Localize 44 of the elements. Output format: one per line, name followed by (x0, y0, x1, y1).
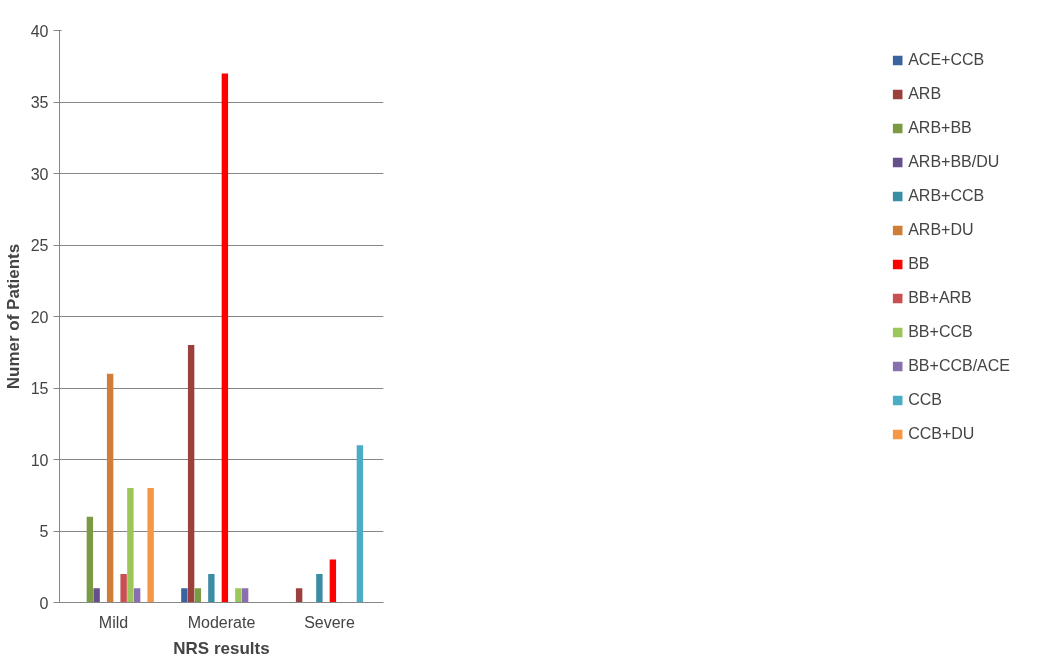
legend-label: BB+CCB (908, 322, 973, 342)
legend-label: ARB+DU (908, 220, 974, 240)
legend-label: ARB+BB/DU (908, 152, 1000, 172)
bar (295, 588, 303, 603)
legend-label: BB+CCB/ACE (908, 356, 1010, 376)
bar (241, 588, 249, 603)
legend-label: ARB (908, 84, 942, 104)
y-tick-label: 10 (30, 451, 49, 469)
bar (356, 445, 364, 603)
x-tick-label: Moderate (187, 613, 256, 631)
y-tick-label: 40 (30, 22, 49, 40)
y-tick-label: 0 (39, 594, 49, 612)
legend-label: CCB+DU (908, 424, 975, 444)
bar (194, 588, 202, 603)
y-tick-label: 20 (30, 308, 49, 326)
x-tick-label: Severe (304, 613, 355, 631)
legend-label: CCB (908, 390, 942, 410)
bar (127, 488, 134, 603)
bar (208, 573, 215, 603)
bar (235, 588, 242, 603)
x-tick-label: Mild (98, 613, 129, 631)
bar (316, 573, 323, 603)
legend-label: BB+ARB (908, 288, 972, 308)
bar (106, 373, 114, 603)
bar (93, 588, 100, 603)
y-tick-label: 15 (30, 380, 49, 397)
y-tick-label: 25 (30, 237, 49, 254)
legend-label: ARB+CCB (908, 186, 985, 206)
y-axis-title: Numer of Patients (3, 243, 23, 390)
y-tick-label: 5 (39, 523, 49, 540)
x-axis-title: NRS results (173, 638, 270, 658)
bar (86, 516, 94, 603)
bar (120, 573, 127, 603)
y-tick-label: 30 (30, 165, 49, 183)
bar (221, 73, 229, 603)
bar (329, 559, 337, 603)
bar (181, 588, 188, 603)
y-tick-label: 35 (30, 94, 49, 111)
legend-label: ARB+BB (908, 118, 972, 138)
bar (147, 488, 154, 603)
legend-label: ACE+CCB (908, 50, 985, 70)
legend-label: BB (908, 254, 930, 274)
bar (187, 345, 195, 603)
bar (133, 588, 141, 603)
